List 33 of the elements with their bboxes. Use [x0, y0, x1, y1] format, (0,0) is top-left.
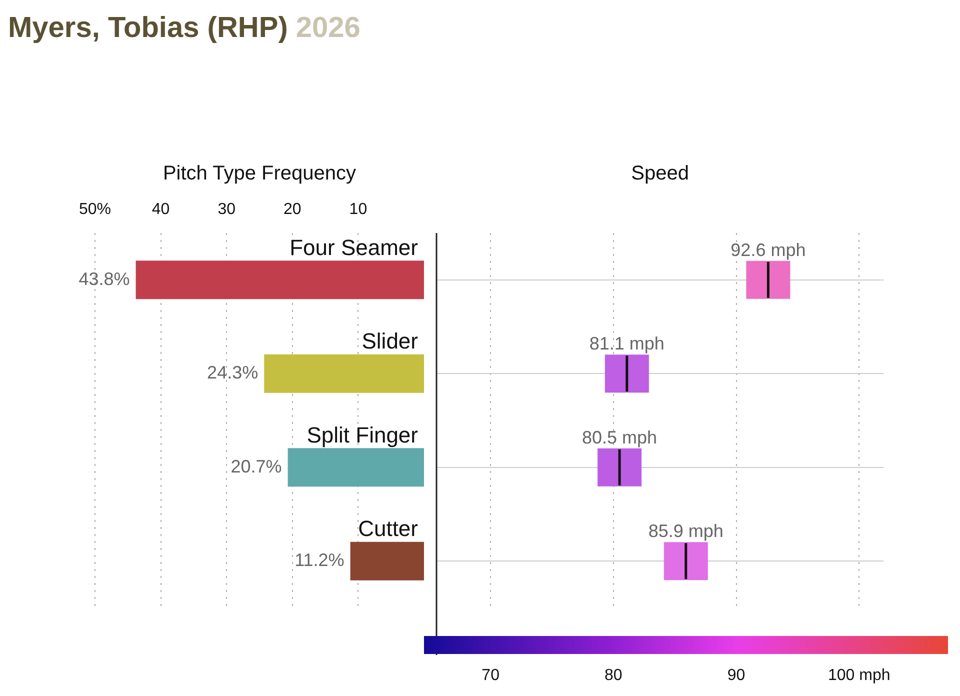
chart-subtitle: 2026 [296, 12, 360, 44]
point [604, 354, 649, 393]
x-tick-label: 30 [218, 200, 236, 218]
bar [288, 448, 424, 487]
x-tick-label: 50% [78, 200, 112, 218]
x-tick-label: 20 [284, 200, 302, 218]
y-tick-label: Slider [362, 328, 418, 354]
data-label: 80.5 mph [582, 427, 658, 448]
data-label: 92.6 mph [730, 240, 806, 260]
x-tick-label: 100 mph [828, 667, 890, 684]
data-label: 43.8% [78, 268, 130, 289]
point [664, 542, 708, 580]
point [598, 448, 642, 486]
x-tick-label: 70 [482, 667, 500, 684]
data-label: 85.9 mph [648, 521, 724, 542]
y-tick-label: Cutter [358, 516, 418, 542]
bar [350, 542, 424, 580]
x-tick-label: 80 [604, 667, 622, 684]
x-tick-label: 10 [349, 200, 368, 218]
data-label: 24.3% [207, 362, 258, 383]
x-tick-label: 40 [152, 200, 170, 218]
bar [264, 354, 424, 393]
y-tick-label: Split Finger [306, 422, 418, 448]
x-axis-title: Speed [631, 162, 690, 185]
data-label: 81.1 mph [589, 334, 664, 354]
bar [136, 260, 424, 300]
data-label: 11.2% [294, 550, 344, 570]
point [746, 260, 790, 299]
x-tick-label: 90 [727, 667, 746, 684]
data-label: 20.7% [230, 456, 282, 476]
chart-title: Myers, Tobias (RHP) [8, 12, 288, 44]
y-tick-label: Four Seamer [290, 234, 418, 260]
x-axis-title: Pitch Type Frequency [162, 162, 356, 185]
